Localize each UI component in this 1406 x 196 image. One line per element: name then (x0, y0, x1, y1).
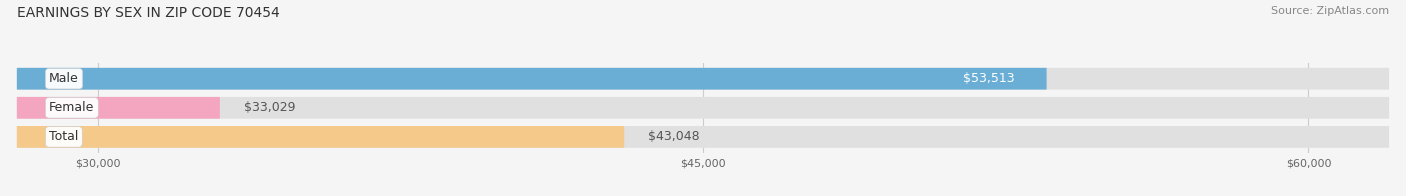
Text: $43,048: $43,048 (648, 130, 700, 143)
Text: Source: ZipAtlas.com: Source: ZipAtlas.com (1271, 6, 1389, 16)
FancyBboxPatch shape (17, 126, 1389, 148)
Text: Male: Male (49, 72, 79, 85)
Text: Total: Total (49, 130, 79, 143)
FancyBboxPatch shape (17, 97, 219, 119)
Text: $33,029: $33,029 (245, 101, 295, 114)
Text: Female: Female (49, 101, 94, 114)
FancyBboxPatch shape (17, 68, 1046, 90)
Text: EARNINGS BY SEX IN ZIP CODE 70454: EARNINGS BY SEX IN ZIP CODE 70454 (17, 6, 280, 20)
FancyBboxPatch shape (17, 68, 1389, 90)
Text: $53,513: $53,513 (963, 72, 1014, 85)
FancyBboxPatch shape (17, 97, 1389, 119)
FancyBboxPatch shape (17, 126, 624, 148)
